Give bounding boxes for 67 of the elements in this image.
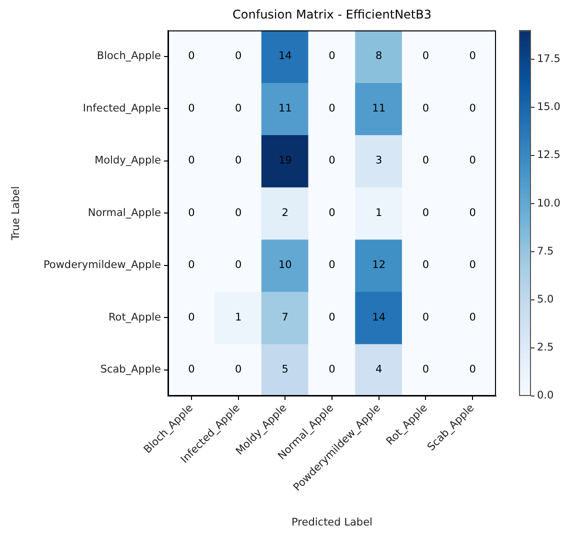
data-label: 0 xyxy=(328,50,336,62)
data-label: 0 xyxy=(188,259,195,272)
y-tick-label: Rot_Apple xyxy=(108,311,161,324)
data-label: 0 xyxy=(469,102,476,114)
data-label: 0 xyxy=(188,154,195,167)
color-bar-label: 15.0 xyxy=(537,101,560,114)
data-label: 3 xyxy=(376,154,382,167)
data-label: 0 xyxy=(188,311,195,324)
data-label: 0 xyxy=(234,154,242,167)
y-tick-label: Scab_Apple xyxy=(100,364,161,376)
color-bar-label: 12.5 xyxy=(537,149,560,162)
data-label: 0 xyxy=(234,364,242,376)
data-label: 0 xyxy=(469,259,476,272)
data-label: 10 xyxy=(278,259,292,272)
data-label: 0 xyxy=(328,154,336,167)
color-bar-label: 2.5 xyxy=(537,342,554,354)
data-label: 0 xyxy=(469,206,476,219)
color-bar-label: 10.0 xyxy=(537,197,560,210)
y-tick-label: Moldy_Apple xyxy=(94,154,161,167)
data-label: 0 xyxy=(422,259,430,272)
color-bar-label: 5.0 xyxy=(537,294,554,306)
color-bar-label: 7.5 xyxy=(537,245,554,258)
data-label: 0 xyxy=(188,102,195,114)
data-label: 0 xyxy=(469,311,476,324)
data-label: 0 xyxy=(188,364,195,376)
data-label: 0 xyxy=(469,154,476,167)
data-label: 0 xyxy=(328,364,336,376)
data-label: 0 xyxy=(328,259,336,272)
data-label: 0 xyxy=(422,102,430,114)
data-label: 0 xyxy=(328,206,336,219)
y-tick-label: Powderymildew_Apple xyxy=(43,259,161,272)
data-label: 0 xyxy=(422,50,430,62)
data-label: 0 xyxy=(422,364,430,376)
data-label: 0 xyxy=(234,50,242,62)
data-label: 0 xyxy=(234,102,242,114)
data-label: 0 xyxy=(422,206,430,219)
data-label: 11 xyxy=(278,102,292,114)
color-bar-label: 0.0 xyxy=(537,390,554,402)
data-label: 8 xyxy=(376,50,382,62)
data-label: 14 xyxy=(278,50,292,62)
data-label: 2 xyxy=(282,206,288,219)
data-label: 0 xyxy=(469,50,476,62)
data-label: 19 xyxy=(278,154,292,167)
data-label: 0 xyxy=(188,50,195,62)
y-tick-label: Bloch_Apple xyxy=(96,50,161,62)
data-label: 12 xyxy=(372,259,386,272)
color-bar-label: 17.5 xyxy=(537,53,560,65)
data-label: 0 xyxy=(422,311,430,324)
data-label: 0 xyxy=(234,206,242,219)
chart-title: Confusion Matrix - EfficientNetB3 xyxy=(232,7,432,22)
data-label: 0 xyxy=(234,259,242,272)
y-tick-label: Normal_Apple xyxy=(88,206,161,219)
data-label: 0 xyxy=(469,364,476,376)
data-label: 0 xyxy=(328,102,336,114)
data-label: 1 xyxy=(376,206,382,219)
y-axis-title: True Label xyxy=(10,186,22,242)
x-axis-title: Predicted Label xyxy=(292,516,372,528)
data-label: 1 xyxy=(234,311,242,324)
data-label: 11 xyxy=(372,102,386,114)
y-tick-label: Infected_Apple xyxy=(82,102,161,114)
data-label: 4 xyxy=(376,364,383,376)
data-label: 0 xyxy=(188,206,195,219)
data-label: 5 xyxy=(282,364,288,376)
data-label: 0 xyxy=(328,311,336,324)
data-label: 0 xyxy=(422,154,430,167)
data-label: 7 xyxy=(282,311,288,324)
data-label: 14 xyxy=(372,311,386,324)
